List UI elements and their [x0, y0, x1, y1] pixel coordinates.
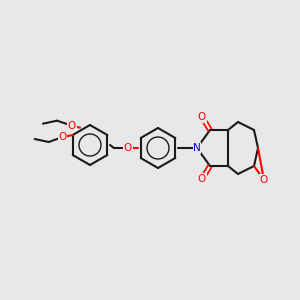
Text: O: O	[260, 175, 268, 185]
Text: O: O	[124, 143, 132, 153]
Text: O: O	[58, 132, 67, 142]
Text: O: O	[198, 112, 206, 122]
Text: O: O	[198, 174, 206, 184]
Text: N: N	[193, 143, 201, 153]
Text: O: O	[68, 121, 76, 131]
